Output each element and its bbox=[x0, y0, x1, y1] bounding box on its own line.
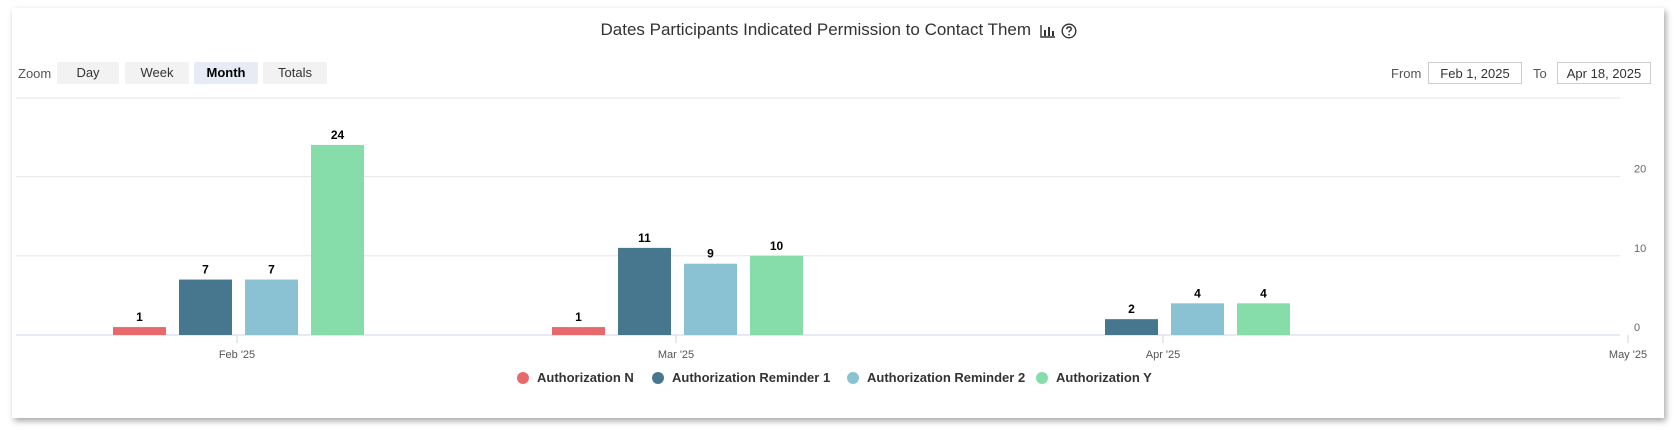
legend-label: Authorization N bbox=[537, 370, 634, 385]
zoom-month-button[interactable]: Month bbox=[194, 62, 258, 84]
zoom-day-button[interactable]: Day bbox=[57, 62, 119, 84]
legend-item[interactable]: Authorization N bbox=[517, 370, 634, 385]
legend-marker bbox=[517, 372, 529, 384]
to-date-input[interactable] bbox=[1557, 62, 1651, 84]
legend-label: Authorization Reminder 1 bbox=[672, 370, 830, 385]
zoom-week-button[interactable]: Week bbox=[125, 62, 189, 84]
legend-marker bbox=[847, 372, 859, 384]
legend-item[interactable]: Authorization Y bbox=[1036, 370, 1152, 385]
chart-title: Dates Participants Indicated Permission … bbox=[600, 20, 1032, 39]
legend-item[interactable]: Authorization Reminder 1 bbox=[652, 370, 830, 385]
to-label: To bbox=[1533, 66, 1547, 81]
chart-title-row: Dates Participants Indicated Permission … bbox=[0, 20, 1677, 41]
legend-label: Authorization Reminder 2 bbox=[867, 370, 1025, 385]
legend-marker bbox=[1036, 372, 1048, 384]
legend-item[interactable]: Authorization Reminder 2 bbox=[847, 370, 1025, 385]
from-label: From bbox=[1391, 66, 1422, 81]
legend-marker bbox=[652, 372, 664, 384]
legend-label: Authorization Y bbox=[1056, 370, 1152, 385]
help-circle-icon[interactable] bbox=[1061, 23, 1077, 39]
zoom-label: Zoom bbox=[18, 66, 52, 81]
zoom-totals-button[interactable]: Totals bbox=[263, 62, 327, 84]
from-date-input[interactable] bbox=[1428, 62, 1522, 84]
bar-chart-icon[interactable] bbox=[1040, 24, 1056, 38]
